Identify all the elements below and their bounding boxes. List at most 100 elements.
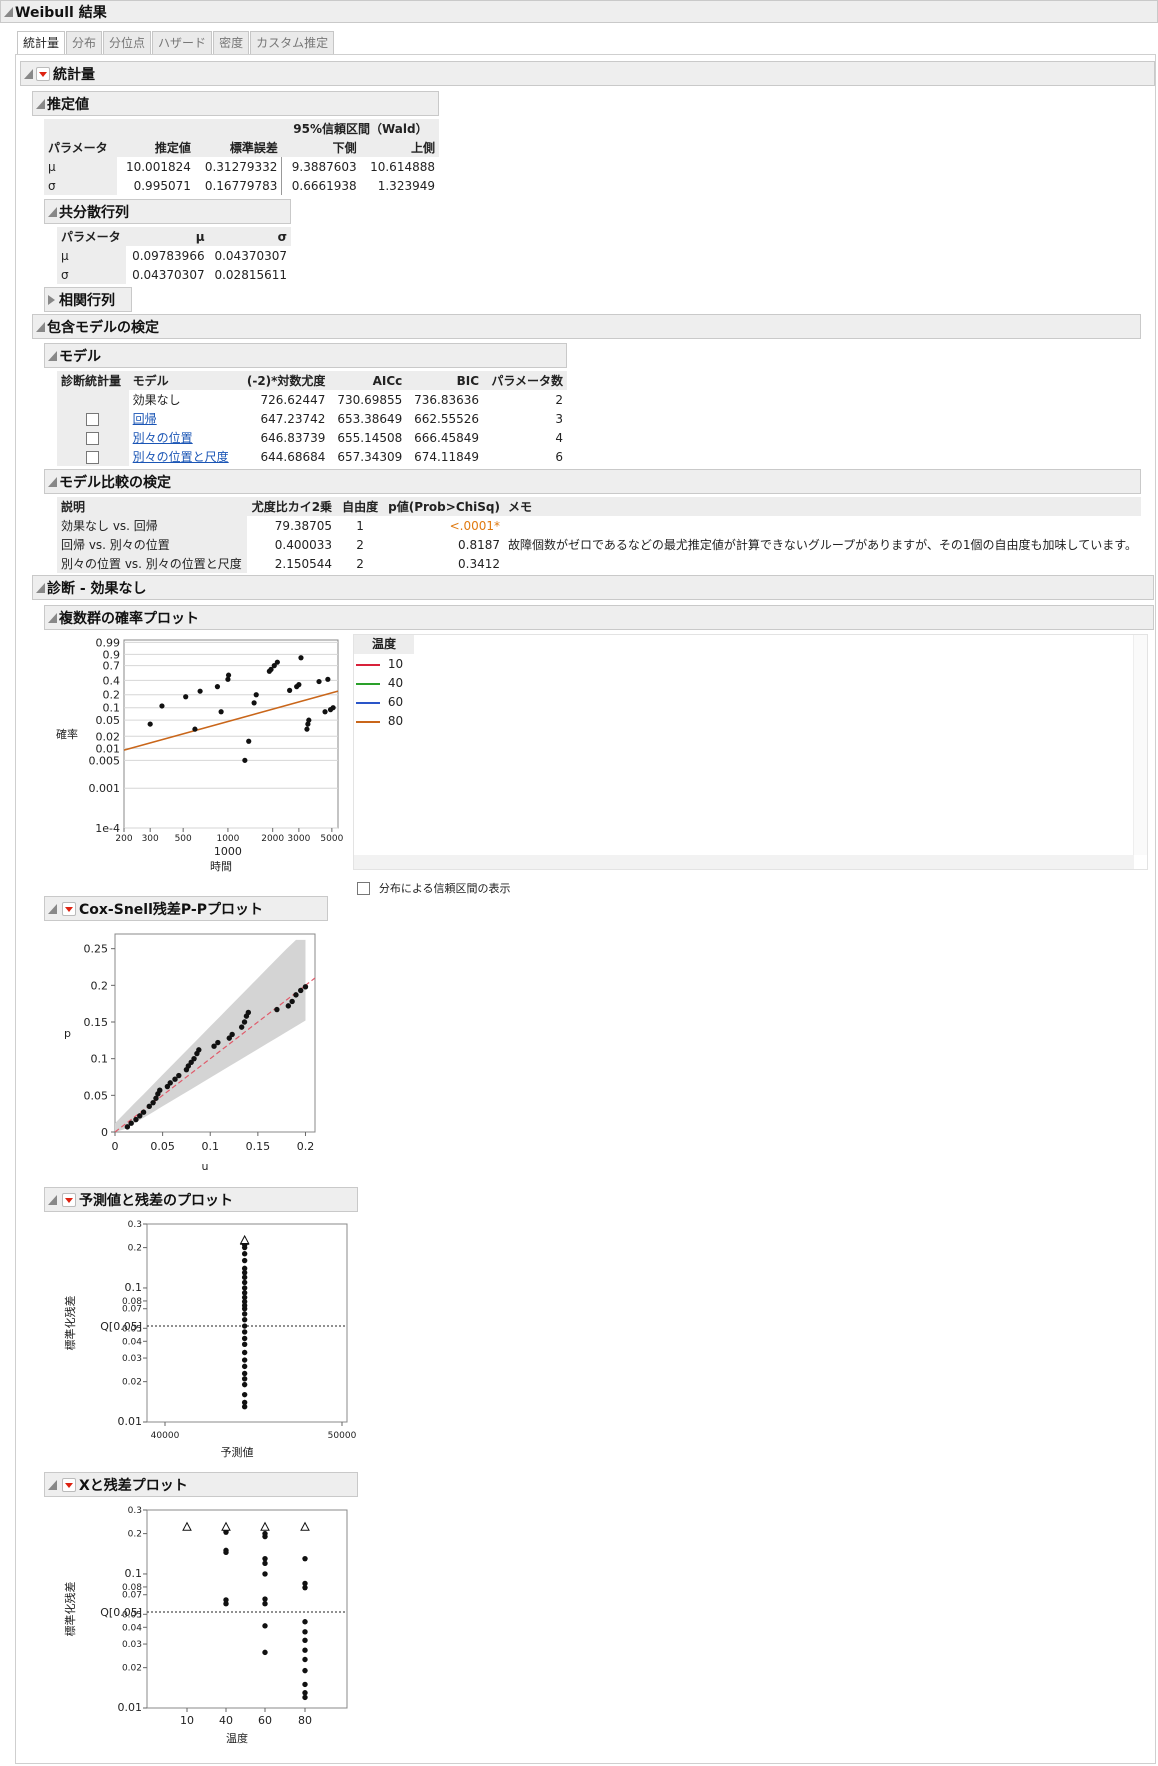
data-point [223, 1547, 229, 1554]
y-tick-label: 0.15 [84, 1016, 109, 1029]
section-covariance[interactable]: 共分散行列 [44, 199, 291, 224]
y-tick-label: 0.1 [91, 1053, 109, 1066]
data-point [225, 676, 231, 682]
vertical-scrollbar[interactable] [1133, 635, 1147, 855]
table-row: 効果なし 726.62447 730.69855 736.83636 2 [57, 390, 567, 409]
cox-snell-pp-chart: 0 0.05 0.1 0.15 0.2 0.25 0 0.05 0.1 0.15 0.2 u p [64, 933, 316, 1173]
section-title: Xと残差プロット [79, 1477, 188, 1494]
disclosure-triangle-icon[interactable] [48, 350, 57, 361]
disclosure-triangle-icon[interactable] [48, 206, 57, 217]
data-point [238, 1024, 245, 1030]
x-tick-label: 1000 [216, 834, 239, 844]
section-x-resid[interactable]: Xと残差プロット [44, 1472, 358, 1497]
data-point [241, 1316, 248, 1323]
section-model[interactable]: モデル [44, 343, 567, 368]
y-tick-label: 0 [101, 1126, 108, 1139]
disclosure-triangle-icon[interactable] [48, 1194, 57, 1205]
censored-point [300, 1521, 310, 1531]
tab-quantile[interactable]: 分位点 [103, 31, 152, 55]
section-nested-tests[interactable]: 包含モデルの検定 [32, 314, 1141, 339]
col-ci-header: 95%信頼区間（Wald） [281, 119, 439, 138]
disclosure-triangle-icon[interactable] [48, 1479, 57, 1490]
section-title: 相関行列 [59, 292, 115, 309]
y-axis-label: p [64, 1027, 71, 1040]
disclosure-triangle-icon[interactable] [48, 476, 57, 487]
data-point [302, 1584, 308, 1591]
report-title-bar[interactable]: Weibull 結果 [0, 0, 1158, 23]
tab-custom-estimate[interactable]: カスタム推定 [250, 31, 335, 55]
tab-hazard[interactable]: ハザード [152, 31, 213, 55]
data-point [241, 1285, 248, 1291]
data-point [241, 1311, 248, 1317]
data-point [128, 1120, 134, 1126]
horizontal-scrollbar[interactable] [354, 855, 1134, 869]
data-point [241, 1257, 248, 1264]
data-point [241, 1357, 248, 1363]
disclosure-triangle-icon[interactable] [4, 6, 13, 17]
data-point [274, 659, 280, 665]
section-stats[interactable]: 統計量 [20, 61, 1155, 86]
y-axis-label: 標準化残差 [63, 1296, 77, 1351]
tab-stats[interactable]: 統計量 [17, 31, 66, 55]
section-correlation[interactable]: 相関行列 [44, 287, 132, 312]
table-row: 別々の位置 646.83739 655.14508 666.45849 4 [57, 428, 567, 447]
model-link-separate-location-scale[interactable]: 別々の位置と尺度 [132, 450, 229, 464]
data-point [241, 1290, 248, 1296]
x-axis-label: 温度 [226, 1731, 248, 1745]
section-diagnostics[interactable]: 診断 - 効果なし [32, 575, 1154, 600]
disclosure-triangle-closed-icon[interactable] [48, 294, 55, 305]
section-cox-snell[interactable]: Cox-Snell残差P-Pプロット [44, 896, 328, 921]
model-link-separate-location[interactable]: 別々の位置 [132, 431, 193, 445]
diag-checkbox-separate-location-scale[interactable] [86, 450, 100, 464]
disclosure-triangle-icon[interactable] [24, 68, 33, 79]
data-point [197, 688, 203, 694]
y-tick-label: 0.08 [122, 1297, 142, 1307]
red-triangle-menu-icon[interactable] [62, 1192, 76, 1207]
diag-checkbox-separate-location[interactable] [86, 431, 100, 445]
legend-item: 40 [356, 676, 403, 690]
disclosure-triangle-icon[interactable] [48, 612, 57, 623]
x-tick-label: 0.2 [297, 1140, 315, 1153]
data-point [147, 721, 153, 727]
disclosure-triangle-icon[interactable] [36, 321, 45, 332]
y-tick-label: 0.05 [84, 1089, 109, 1102]
y-tick-label: 0.08 [122, 1583, 142, 1593]
tab-distribution[interactable]: 分布 [66, 31, 103, 55]
legend-line-icon [356, 663, 380, 666]
data-point [241, 1399, 248, 1406]
section-multi-probability-plot[interactable]: 複数群の確率プロット [44, 605, 1154, 630]
y-tick-label: 0.01 [96, 742, 121, 755]
red-triangle-menu-icon[interactable] [62, 901, 76, 916]
data-point [185, 1063, 192, 1069]
diag-checkbox-regression[interactable] [86, 412, 100, 426]
red-triangle-menu-icon[interactable] [62, 1477, 76, 1492]
x-tick-label: 60 [258, 1714, 272, 1727]
disclosure-triangle-icon[interactable] [48, 903, 57, 914]
ci-display-checkbox[interactable] [357, 882, 370, 895]
data-point [241, 1019, 248, 1025]
x-tick-label: 40000 [151, 1431, 180, 1441]
section-pred-resid[interactable]: 予測値と残差のプロット [44, 1187, 358, 1212]
table-row: σ 0.04370307 0.02815611 [57, 265, 291, 284]
y-tick-label: 0.02 [122, 1664, 142, 1674]
section-estimates[interactable]: 推定値 [32, 91, 439, 116]
data-point [241, 1363, 248, 1370]
model-link-regression[interactable]: 回帰 [132, 412, 157, 426]
disclosure-triangle-icon[interactable] [36, 582, 45, 593]
section-model-compare[interactable]: モデル比較の検定 [44, 469, 1141, 494]
y-axis-label: 確率 [56, 727, 78, 741]
tab-density[interactable]: 密度 [213, 31, 250, 55]
disclosure-triangle-icon[interactable] [36, 98, 45, 109]
data-point [153, 1095, 159, 1101]
x-axis-label: 予測値 [221, 1445, 254, 1459]
estimates-table: パラメータ 推定値 標準誤差 95%信頼区間（Wald） 下側 上側 μ 10.… [44, 119, 439, 195]
data-point [188, 1059, 194, 1066]
data-point [253, 692, 259, 698]
data-point [296, 682, 302, 688]
data-point [241, 1335, 248, 1342]
data-point [302, 1656, 308, 1663]
model-table: 診断統計量 モデル (-2)*対数尤度 AICc BIC パラメータ数 効果なし… [57, 371, 567, 466]
legend-panel: 温度 10 40 60 80 [353, 634, 1148, 870]
red-triangle-menu-icon[interactable] [36, 66, 50, 81]
data-point [214, 684, 221, 690]
